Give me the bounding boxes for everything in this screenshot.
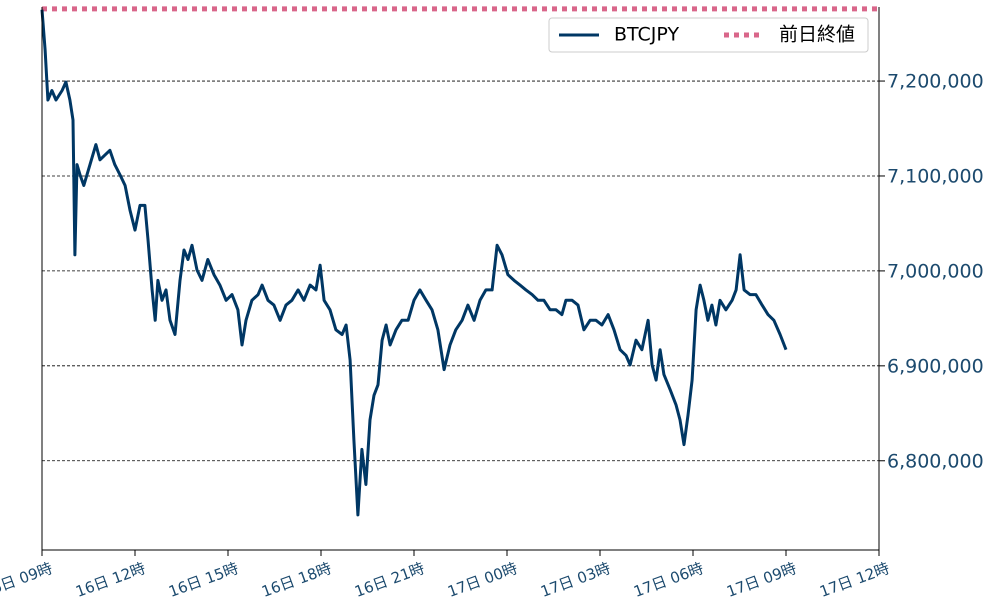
x-tick-label: 16日 15時 — [166, 559, 241, 601]
x-tick-label: 16日 09時 — [0, 559, 55, 601]
x-tick-label: 17日 00時 — [445, 559, 520, 601]
y-tick-label: 7,000,000 — [887, 260, 984, 282]
x-tick-label: 17日 12時 — [817, 559, 892, 601]
x-tick-label: 16日 12時 — [73, 559, 148, 601]
y-tick-label: 7,200,000 — [887, 71, 984, 93]
y-tick-label: 7,100,000 — [887, 165, 984, 187]
series-line — [40, 9, 788, 517]
legend-box — [548, 17, 869, 53]
legend-label: BTCJPY — [614, 24, 679, 46]
x-tick-label: 17日 09時 — [724, 559, 799, 601]
legend-label: 前日終値 — [779, 24, 855, 46]
y-tick-label: 6,900,000 — [887, 355, 984, 377]
y-tick-label: 6,800,000 — [887, 450, 984, 472]
x-tick-label: 17日 03時 — [538, 559, 613, 601]
x-tick-label: 16日 21時 — [352, 559, 427, 601]
x-tick-label: 16日 18時 — [259, 559, 334, 601]
x-tick-label: 17日 06時 — [631, 559, 706, 601]
